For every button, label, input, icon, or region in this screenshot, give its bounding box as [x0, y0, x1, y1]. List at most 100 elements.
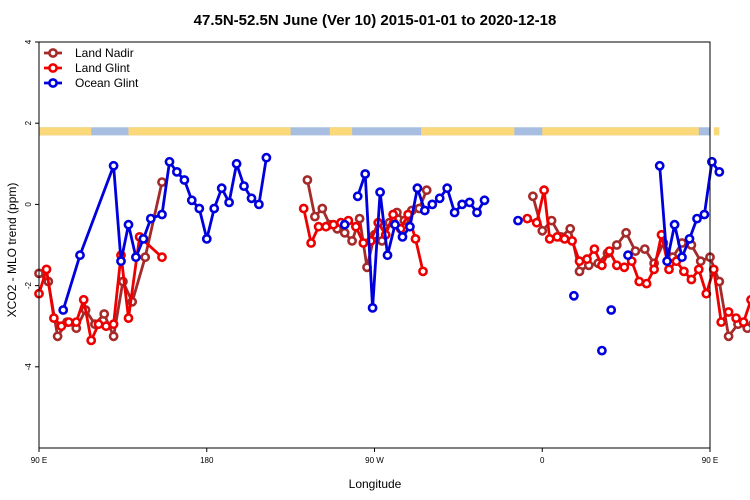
data-point: [49, 313, 59, 323]
data-point: [539, 185, 549, 196]
data-point: [71, 317, 82, 327]
data-point: [418, 266, 428, 277]
data-point: [347, 235, 357, 246]
data-point: [419, 205, 430, 216]
data-point: [664, 264, 674, 275]
data-point: [404, 221, 415, 232]
strip-ocean-band: [39, 127, 710, 136]
data-point: [130, 252, 141, 263]
data-point: [649, 264, 659, 275]
data-point: [93, 319, 104, 330]
data-point: [52, 331, 63, 342]
data-point: [306, 238, 316, 248]
data-point: [559, 233, 570, 244]
x-tick-label: 0: [540, 456, 545, 465]
data-point: [686, 274, 697, 285]
data-point: [145, 213, 156, 224]
data-point: [352, 191, 363, 202]
series-land-nadir: [34, 175, 750, 342]
data-point: [123, 219, 134, 230]
series-layer: [34, 152, 750, 356]
data-point: [157, 209, 167, 220]
data-point: [56, 321, 67, 332]
legend-swatch-marker: [48, 63, 58, 73]
data-point: [360, 169, 371, 179]
y-tick-label: 0: [24, 202, 33, 207]
x-axis-label: Longitude: [349, 477, 402, 491]
x-tick-label: 90 E: [31, 456, 47, 465]
data-point: [597, 260, 607, 271]
series-land-glint: [34, 185, 750, 346]
y-axis: 4 2 0 -2 -4: [24, 39, 39, 370]
data-point: [707, 156, 717, 167]
data-point: [317, 203, 328, 214]
data-point: [157, 177, 167, 187]
y-tick-label: 2: [24, 120, 33, 125]
chart-title: 47.5N-52.5N June (Ver 10) 2015-01-01 to …: [194, 12, 557, 29]
data-point: [464, 197, 475, 208]
data-point: [41, 264, 52, 275]
data-point: [528, 191, 538, 202]
data-point: [216, 183, 227, 194]
data-point: [339, 219, 350, 230]
data-point: [354, 213, 365, 224]
data-point: [63, 317, 74, 327]
data-point: [723, 307, 734, 317]
data-point: [75, 250, 85, 261]
data-point: [201, 233, 212, 244]
data-point: [138, 233, 149, 244]
data-point: [574, 256, 585, 267]
data-point: [611, 240, 622, 250]
data-point: [358, 238, 369, 248]
data-point: [412, 183, 423, 194]
data-point: [522, 213, 533, 224]
data-point: [390, 219, 400, 230]
data-point: [677, 252, 687, 263]
data-point: [298, 203, 309, 214]
data-point: [679, 266, 689, 277]
data-point: [537, 225, 548, 236]
x-tick-label: 90 W: [365, 456, 384, 465]
data-point: [388, 209, 398, 220]
y-axis-label: XCO2 - MLO trend (ppm): [5, 183, 19, 318]
data-point: [442, 183, 453, 194]
data-point: [684, 233, 695, 244]
data-point: [544, 233, 555, 244]
data-point: [224, 197, 234, 208]
data-point: [421, 185, 432, 196]
data-point: [569, 290, 579, 301]
data-point: [321, 221, 331, 232]
data-point: [662, 256, 672, 267]
data-point: [654, 160, 665, 171]
strip-land-segment: [39, 127, 92, 136]
data-point: [619, 262, 630, 273]
data-point: [78, 294, 89, 305]
data-point: [339, 227, 350, 238]
data-point: [209, 203, 220, 214]
data-point: [116, 256, 126, 267]
data-point: [410, 233, 421, 244]
data-point: [630, 246, 641, 256]
data-point: [714, 166, 725, 177]
series-ocean-glint: [58, 152, 725, 356]
data-point: [472, 207, 482, 218]
x-axis: 90 E 180 90 W 0 90 E: [31, 448, 718, 465]
data-point: [58, 305, 69, 315]
series-line: [526, 188, 750, 324]
data-point: [589, 244, 600, 254]
data-point: [367, 302, 378, 313]
data-point: [101, 321, 111, 332]
strip-land-segment: [713, 127, 720, 136]
data-point: [253, 199, 264, 210]
data-point: [246, 193, 257, 204]
plot-frame: [38, 41, 711, 449]
data-point: [567, 235, 577, 246]
data-point: [108, 319, 119, 330]
data-point: [350, 221, 361, 232]
data-point: [621, 227, 631, 238]
data-point: [86, 335, 97, 346]
data-point: [108, 331, 119, 342]
data-point: [604, 246, 615, 256]
strip-land-segment: [421, 127, 515, 136]
